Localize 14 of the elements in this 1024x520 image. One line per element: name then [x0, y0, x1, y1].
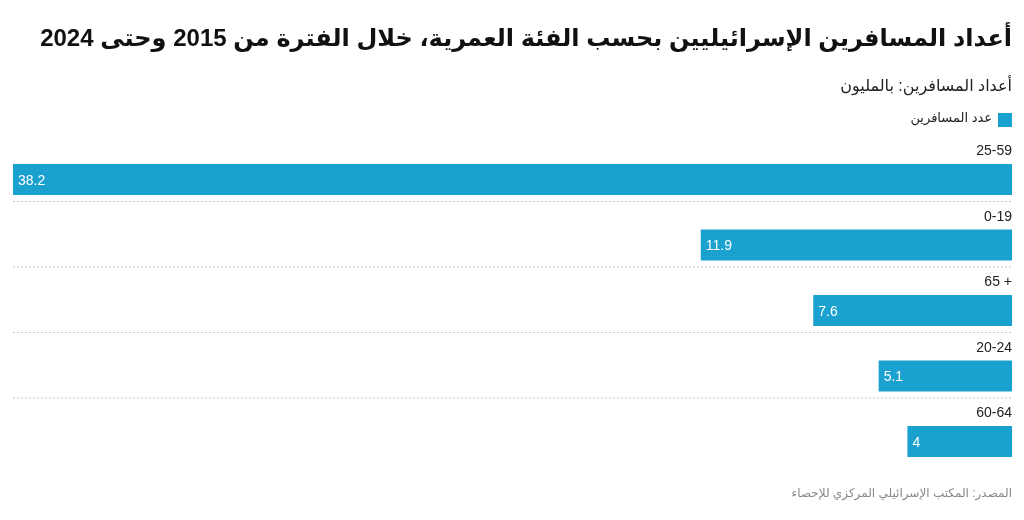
- category-label: 20-24: [976, 338, 1012, 355]
- subtitle: أعداد المسافرين: بالمليون: [840, 76, 1012, 95]
- category-label: 65 +: [984, 273, 1012, 289]
- category-label: 25-59: [976, 142, 1012, 158]
- legend-text: عدد المسافرين: [910, 110, 992, 125]
- data-label: 11.9: [705, 237, 733, 253]
- annotation: المصدر: المكتب الإسرائيلي المركزي للإحصاء: [791, 486, 1012, 500]
- category-label: 60-64: [976, 404, 1012, 420]
- data-label: 38.2: [18, 171, 46, 188]
- data-label: 7.6: [818, 302, 838, 319]
- title: أعداد المسافرين الإسرائيليين بحسب الفئة العمرية، خلال الفترة من 2015 وحتى 2024: [40, 24, 1012, 52]
- category-label: 0-19: [983, 207, 1012, 224]
- data-label: 4: [912, 433, 921, 450]
- data-label: 5.1: [883, 368, 904, 384]
